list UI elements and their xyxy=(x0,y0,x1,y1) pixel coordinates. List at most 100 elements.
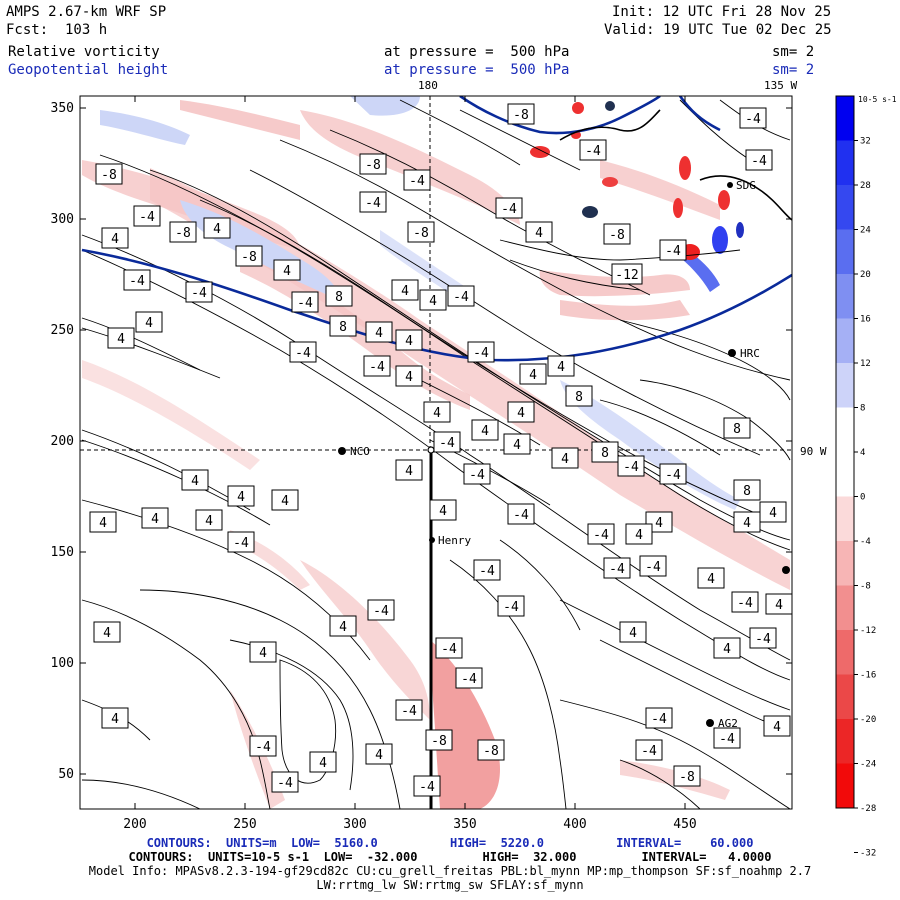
y-tick: 50 xyxy=(58,767,792,782)
contour-label: -8 xyxy=(483,744,499,759)
colorbar-label: 20 xyxy=(860,270,871,280)
contour-label: 4 xyxy=(111,232,119,247)
x-tick: 300 xyxy=(343,96,367,832)
svg-text:NCO: NCO xyxy=(350,445,370,458)
station-markers: NCO Henry HRC AG2 SDG xyxy=(338,179,790,730)
contour-label: -4 xyxy=(369,360,385,375)
contour-label: 4 xyxy=(513,438,521,453)
contour-label: 8 xyxy=(575,390,583,405)
y-tick: 150 xyxy=(51,545,792,560)
init-time: Init: 12 UTC Fri 28 Nov 25 xyxy=(612,4,832,20)
contour-label: 4 xyxy=(117,332,125,347)
contour-label: 4 xyxy=(375,326,383,341)
colorbar-cell xyxy=(836,585,854,631)
colorbar-label: -24 xyxy=(860,760,876,770)
contour-label: 4 xyxy=(405,464,413,479)
svg-text:AG2: AG2 xyxy=(718,717,738,730)
colorbar-label: 16 xyxy=(860,315,871,325)
contour-label: -4 xyxy=(513,508,529,523)
contour-label: 8 xyxy=(339,320,347,335)
top-lon-label-135w: 135 W xyxy=(764,79,798,92)
contour-label: -4 xyxy=(255,740,271,755)
colorbar-label: 32 xyxy=(860,137,871,147)
colorbar-cell xyxy=(836,719,854,764)
contour-label: -4 xyxy=(297,296,313,311)
contour-label: -8 xyxy=(431,734,447,749)
station-henry: Henry xyxy=(429,534,471,547)
plot-frame xyxy=(79,95,793,810)
contour-label: -4 xyxy=(233,536,249,551)
svg-text:150: 150 xyxy=(51,545,74,560)
svg-text:250: 250 xyxy=(233,817,256,832)
contour-label: 4 xyxy=(99,516,107,531)
colorbar-units: 10-5 s-1 xyxy=(858,95,897,104)
contour-label: -4 xyxy=(401,704,417,719)
model-info-line2: LW:rrtmg_lw SW:rrtmg_sw SFLAY:sf_mynn xyxy=(316,878,584,892)
contour-label: -4 xyxy=(439,436,455,451)
y-tick: 100 xyxy=(51,656,792,671)
colorbar-label: -8 xyxy=(860,582,871,592)
height-contour-info: CONTOURS: UNITS=m LOW= 5160.0 HIGH= 5220… xyxy=(146,836,754,850)
contour-label: -4 xyxy=(609,562,625,577)
colorbar-labels: 32 28 24 20 16 12 8 4 0 -4 -8 -12 -16 -20 -24 -28 -32 xyxy=(854,137,876,859)
contour-label: 4 xyxy=(237,490,245,505)
field1-level: at pressure = 500 hPa xyxy=(384,44,570,60)
y-tick: 350 xyxy=(51,101,792,116)
contour-label: 4 xyxy=(655,516,663,531)
contour-label: 4 xyxy=(775,598,783,613)
contour-label: 4 xyxy=(517,406,525,421)
colorbar-label: 8 xyxy=(860,404,865,414)
contour-label: -4 xyxy=(651,712,667,727)
colorbar-cell xyxy=(836,630,854,675)
contour-label: -4 xyxy=(665,244,681,259)
contour-label: -8 xyxy=(679,770,695,785)
contour-label: 4 xyxy=(259,646,267,661)
model-title: AMPS 2.67-km WRF SP xyxy=(6,4,167,20)
contour-label: 4 xyxy=(375,748,383,763)
field2-smooth: sm= 2 xyxy=(772,62,815,78)
x-axis: 200 250 300 350 400 450 xyxy=(123,96,697,832)
contour-label: -12 xyxy=(615,268,638,283)
y-axis: 350 300 250 200 150 100 50 xyxy=(51,101,792,782)
colorbar-cell xyxy=(836,452,854,497)
x-tick: 400 xyxy=(563,96,587,832)
svg-text:SDG: SDG xyxy=(736,179,756,192)
strong-vorticity-cores xyxy=(530,101,744,260)
svg-text:50: 50 xyxy=(58,767,74,782)
colorbar-label: -12 xyxy=(860,626,876,636)
colorbar-cell xyxy=(836,541,854,586)
contour-label: -4 xyxy=(751,154,767,169)
contour-label: -4 xyxy=(441,642,457,657)
contour-label: 8 xyxy=(335,290,343,305)
contour-label: -4 xyxy=(641,744,657,759)
contour-label: -4 xyxy=(737,596,753,611)
contour-label: -4 xyxy=(503,600,519,615)
colorbar-label: 0 xyxy=(860,493,865,503)
contour-label: 4 xyxy=(535,226,543,241)
contour-label: -8 xyxy=(513,108,529,123)
contour-label: -4 xyxy=(129,274,145,289)
colorbar-label: 12 xyxy=(860,359,871,369)
contour-label: -8 xyxy=(101,168,117,183)
svg-text:HRC: HRC xyxy=(740,347,760,360)
right-lat-label-90w: 90 W xyxy=(800,445,827,458)
contour-label: 4 xyxy=(743,516,751,531)
contour-label: 4 xyxy=(707,572,715,587)
svg-text:Henry: Henry xyxy=(438,534,471,547)
contour-label: 4 xyxy=(191,474,199,489)
top-lon-label-180: 180 xyxy=(418,79,438,92)
colorbar-label: -4 xyxy=(860,537,871,547)
x-tick: 200 xyxy=(123,96,147,832)
colorbar-label: 4 xyxy=(860,448,865,458)
contour-label: 4 xyxy=(213,222,221,237)
contour-label: 4 xyxy=(405,370,413,385)
contour-label: -4 xyxy=(623,460,639,475)
contour-label: -4 xyxy=(139,210,155,225)
colorbar-cell xyxy=(836,407,854,453)
contour-label: -4 xyxy=(645,560,661,575)
colorbar-cell xyxy=(836,674,854,720)
y-tick: 200 xyxy=(51,434,792,449)
contour-label: 4 xyxy=(629,626,637,641)
contour-label: -4 xyxy=(745,112,761,127)
contour-label: 4 xyxy=(145,316,153,331)
